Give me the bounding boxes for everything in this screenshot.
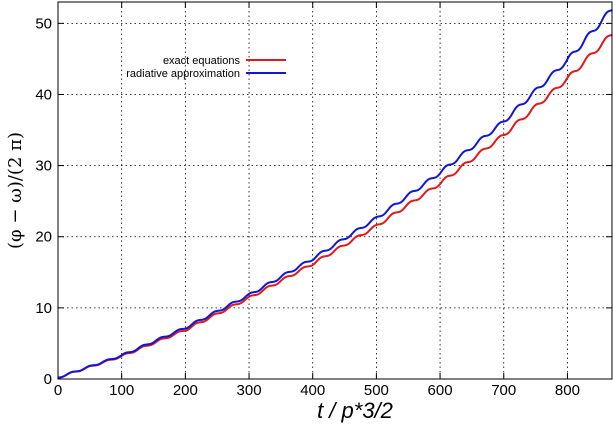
series-line: [57, 33, 613, 379]
y-axis-title: (φ − ω)/(2 π): [5, 132, 26, 249]
series-line: [57, 9, 613, 379]
x-tick-label: 0: [54, 382, 62, 399]
x-tick-label: 800: [555, 382, 580, 399]
x-tick-label: 200: [173, 382, 198, 399]
x-tick-label: 100: [109, 382, 134, 399]
y-tick-label: 30: [35, 158, 52, 175]
y-tick-label: 10: [35, 300, 52, 317]
x-tick-label: 700: [491, 382, 516, 399]
series-layer: [57, 9, 613, 379]
x-axis-title: t / p*3/2: [317, 398, 393, 423]
legend-label: exact equations: [163, 55, 241, 67]
legend-label: radiative approximation: [126, 68, 240, 80]
y-tick-label: 20: [35, 229, 52, 246]
ticks-layer: 0 100 200 300 400 500 600 700 800 0 10 20 30 40 50: [35, 2, 612, 399]
y-tick-label: 40: [35, 86, 52, 103]
x-tick-label: 400: [300, 382, 325, 399]
plot-frame: [57, 1, 613, 380]
y-tick-label: 50: [35, 15, 52, 32]
x-tick-label: 600: [428, 382, 453, 399]
y-tick-label: 0: [44, 371, 52, 388]
x-tick-label: 500: [364, 382, 389, 399]
grid-layer: [58, 2, 612, 379]
x-tick-label: 300: [237, 382, 262, 399]
